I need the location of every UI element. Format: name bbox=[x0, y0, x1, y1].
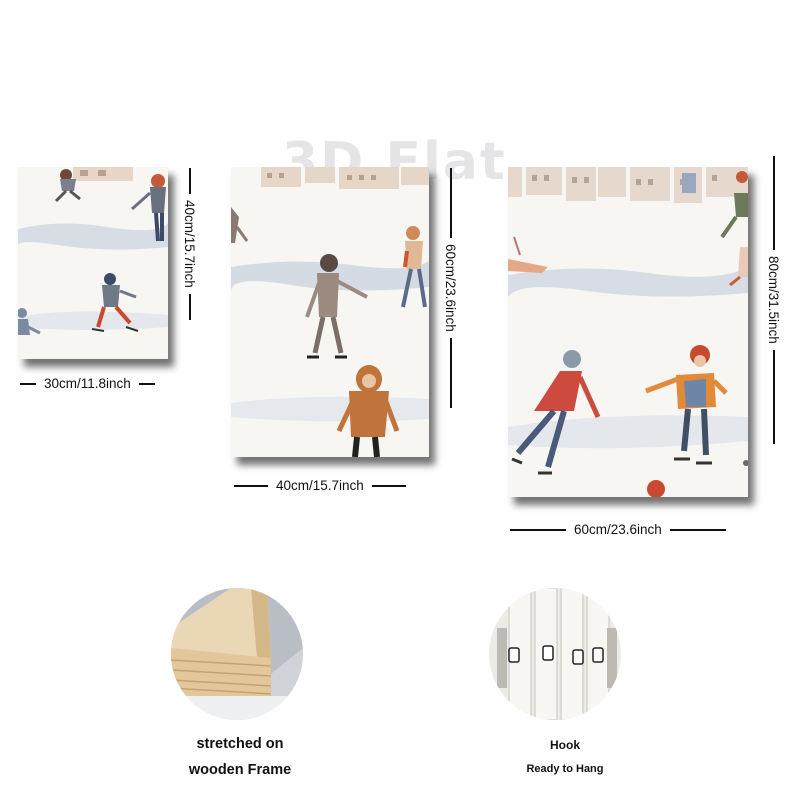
wooden-frame-caption: stretched on wooden Frame bbox=[170, 731, 310, 783]
canvas-panel-small bbox=[18, 167, 168, 359]
panel-large-height-label: 80cm/31.5inch bbox=[766, 256, 781, 344]
skater-figure bbox=[91, 273, 139, 332]
hook-detail-image bbox=[489, 588, 621, 720]
panel-small-height-label: 40cm/15.7inch bbox=[182, 200, 197, 288]
wooden-frame-caption-line2: wooden Frame bbox=[188, 762, 292, 778]
skater-figure bbox=[54, 169, 81, 203]
skater-figure bbox=[729, 247, 748, 287]
panel-small-height-dimension: 40cm/15.7inch bbox=[182, 168, 197, 358]
skater-figure bbox=[720, 171, 748, 239]
panel-small-width-dimension: 30cm/11.8inch bbox=[20, 376, 155, 391]
skater-figure bbox=[401, 226, 427, 308]
panel-medium-width-dimension: 40cm/15.7inch bbox=[234, 478, 406, 493]
skater-figure bbox=[645, 345, 728, 465]
panel-large-width-dimension: 60cm/23.6inch bbox=[510, 522, 726, 537]
hook-caption-line2: Ready to Hang bbox=[526, 763, 604, 775]
skater-figure bbox=[511, 350, 601, 475]
skater-figure bbox=[508, 236, 548, 273]
skater-figure bbox=[305, 254, 368, 359]
wooden-frame-caption-line1: stretched on bbox=[196, 736, 284, 752]
skater-figure bbox=[131, 174, 166, 242]
panel-small-width-label: 30cm/11.8inch bbox=[44, 376, 131, 391]
panel-medium-height-dimension: 60cm/23.6inch bbox=[443, 168, 458, 456]
canvas-panel-large bbox=[508, 167, 748, 497]
wooden-frame-detail-image bbox=[171, 588, 303, 720]
hook-caption: Hook Ready to Hang bbox=[505, 736, 625, 776]
skater-figure bbox=[231, 207, 249, 243]
canvas-panel-medium bbox=[231, 167, 429, 457]
panel-large-width-label: 60cm/23.6inch bbox=[574, 522, 662, 537]
panel-large-height-dimension: 80cm/31.5inch bbox=[766, 156, 781, 500]
skater-figure bbox=[18, 308, 41, 335]
panel-medium-width-label: 40cm/15.7inch bbox=[276, 478, 364, 493]
hook-caption-line1: Hook bbox=[550, 738, 580, 752]
skater-figure bbox=[336, 365, 400, 457]
panel-medium-height-label: 60cm/23.6inch bbox=[443, 244, 458, 332]
